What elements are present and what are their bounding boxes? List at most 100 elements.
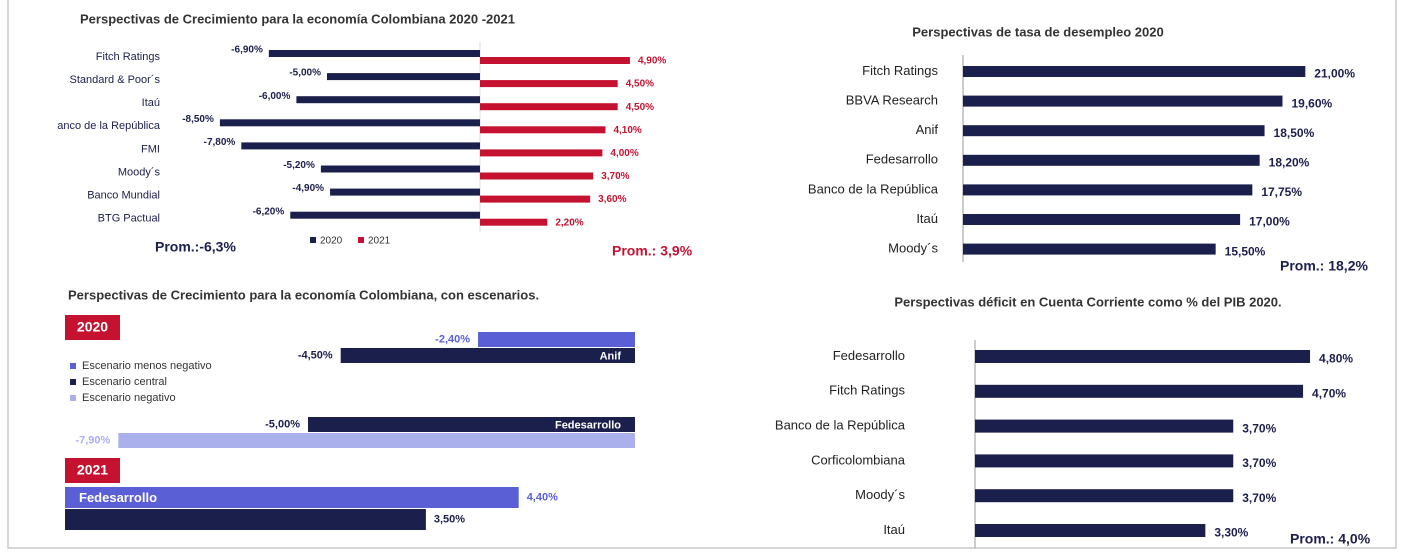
value-label: 3,70%: [1242, 456, 1276, 470]
category-label: Itaú: [142, 97, 160, 109]
value-label: -6,90%: [231, 45, 263, 56]
value-label: 21,00%: [1314, 67, 1355, 81]
bar: [241, 142, 480, 150]
bar: [480, 195, 591, 203]
category-label: Banco de la República: [808, 181, 939, 196]
legend-label: Escenario central: [82, 376, 167, 388]
bar: [480, 149, 603, 157]
chart-title: Perspectivas déficit en Cuenta Corriente…: [894, 294, 1281, 309]
value-label: 3,30%: [1214, 526, 1248, 540]
category-label: anco de la República: [57, 120, 161, 132]
bar: [963, 154, 1260, 166]
bar: [963, 214, 1241, 225]
value-label: 3,70%: [1242, 421, 1276, 435]
category-label: Fedesarrollo: [833, 348, 905, 363]
value-label: 4,00%: [610, 148, 638, 159]
bar: [308, 417, 635, 432]
value-label: -5,00%: [289, 68, 321, 79]
chart-title: Perspectivas de Crecimiento para la econ…: [68, 287, 539, 302]
panel-badge: [65, 458, 120, 483]
value-label: 3,70%: [1242, 491, 1276, 505]
legend-label: 2021: [368, 236, 391, 247]
chart-title: Perspectivas de tasa de desempleo 2020: [912, 24, 1163, 39]
bar: [327, 73, 480, 81]
bar: [975, 419, 1234, 433]
value-label: -7,80%: [204, 137, 236, 148]
value-label: 18,20%: [1269, 155, 1310, 169]
annotation: Prom.:-6,3%: [155, 239, 236, 255]
category-label: Moody´s: [118, 166, 161, 178]
bar: [320, 165, 480, 173]
value-label: -5,20%: [283, 160, 315, 171]
bar: [219, 119, 480, 127]
bar: [65, 509, 426, 530]
bar: [118, 433, 636, 448]
category-label: Fitch Ratings: [96, 51, 161, 63]
value-label: 4,70%: [1312, 386, 1346, 400]
value-label: -8,50%: [182, 114, 214, 125]
annotation: Prom.: 4,0%: [1290, 531, 1371, 547]
bar: [480, 126, 606, 134]
category-label: Moody´s: [855, 487, 905, 502]
bar: [963, 95, 1283, 107]
value-label: -4,90%: [292, 183, 324, 194]
value-label: 19,60%: [1291, 96, 1332, 110]
value-label: 2,20%: [555, 217, 583, 228]
legend-swatch: [358, 237, 364, 243]
value-label: -6,00%: [259, 91, 291, 102]
bar: [963, 184, 1253, 196]
bar: [480, 80, 618, 88]
category-label: Anif: [600, 350, 622, 362]
bar: [480, 218, 548, 226]
value-label: 4,50%: [626, 79, 654, 90]
panel-label: 2021: [77, 462, 108, 478]
value-label: -2,40%: [435, 333, 470, 345]
value-label: 17,75%: [1261, 185, 1302, 199]
bar: [340, 348, 635, 363]
legend-swatch: [310, 237, 316, 243]
value-label: 4,10%: [613, 125, 641, 136]
value-label: 15,50%: [1225, 244, 1266, 258]
chart-title: Perspectivas de Crecimiento para la econ…: [80, 11, 515, 26]
legend-label: 2020: [320, 236, 343, 247]
value-label: 18,50%: [1274, 126, 1315, 140]
value-label: -4,50%: [298, 349, 333, 361]
category-label: Fitch Ratings: [829, 383, 905, 398]
value-label: -7,90%: [75, 434, 110, 446]
category-label: Fedesarrollo: [79, 490, 157, 505]
value-label: 3,60%: [598, 194, 626, 205]
category-label: Itaú: [883, 522, 905, 537]
legend-swatch: [70, 395, 76, 401]
legend-swatch: [70, 379, 76, 385]
category-label: Fedesarrollo: [866, 152, 938, 167]
value-label: 3,70%: [601, 171, 629, 182]
bar: [963, 125, 1265, 137]
value-label: -5,00%: [265, 418, 300, 430]
bar: [975, 384, 1304, 398]
value-label: 4,80%: [1319, 352, 1353, 366]
category-label: Anif: [916, 122, 939, 137]
bar: [480, 172, 594, 180]
bar: [65, 487, 519, 508]
value-label: 17,00%: [1249, 215, 1290, 229]
annotation: Prom.: 3,9%: [612, 243, 693, 259]
category-label: Moody´s: [888, 241, 938, 256]
category-label: Corficolombiana: [811, 452, 906, 467]
category-label: Banco de la República: [775, 418, 906, 433]
bar: [480, 57, 630, 64]
bar: [296, 96, 480, 104]
bar: [975, 524, 1206, 537]
value-label: 4,50%: [626, 102, 654, 113]
bar: [478, 332, 635, 347]
legend-label: Escenario menos negativo: [82, 360, 212, 372]
value-label: -6,20%: [253, 206, 285, 217]
category-label: BBVA Research: [846, 93, 938, 108]
value-label: 4,90%: [638, 56, 666, 67]
bar: [480, 103, 618, 111]
value-label: 3,50%: [434, 513, 465, 525]
category-label: Itaú: [916, 211, 938, 226]
bar: [975, 489, 1234, 503]
bar: [290, 211, 480, 219]
panel-badge: [65, 315, 120, 340]
